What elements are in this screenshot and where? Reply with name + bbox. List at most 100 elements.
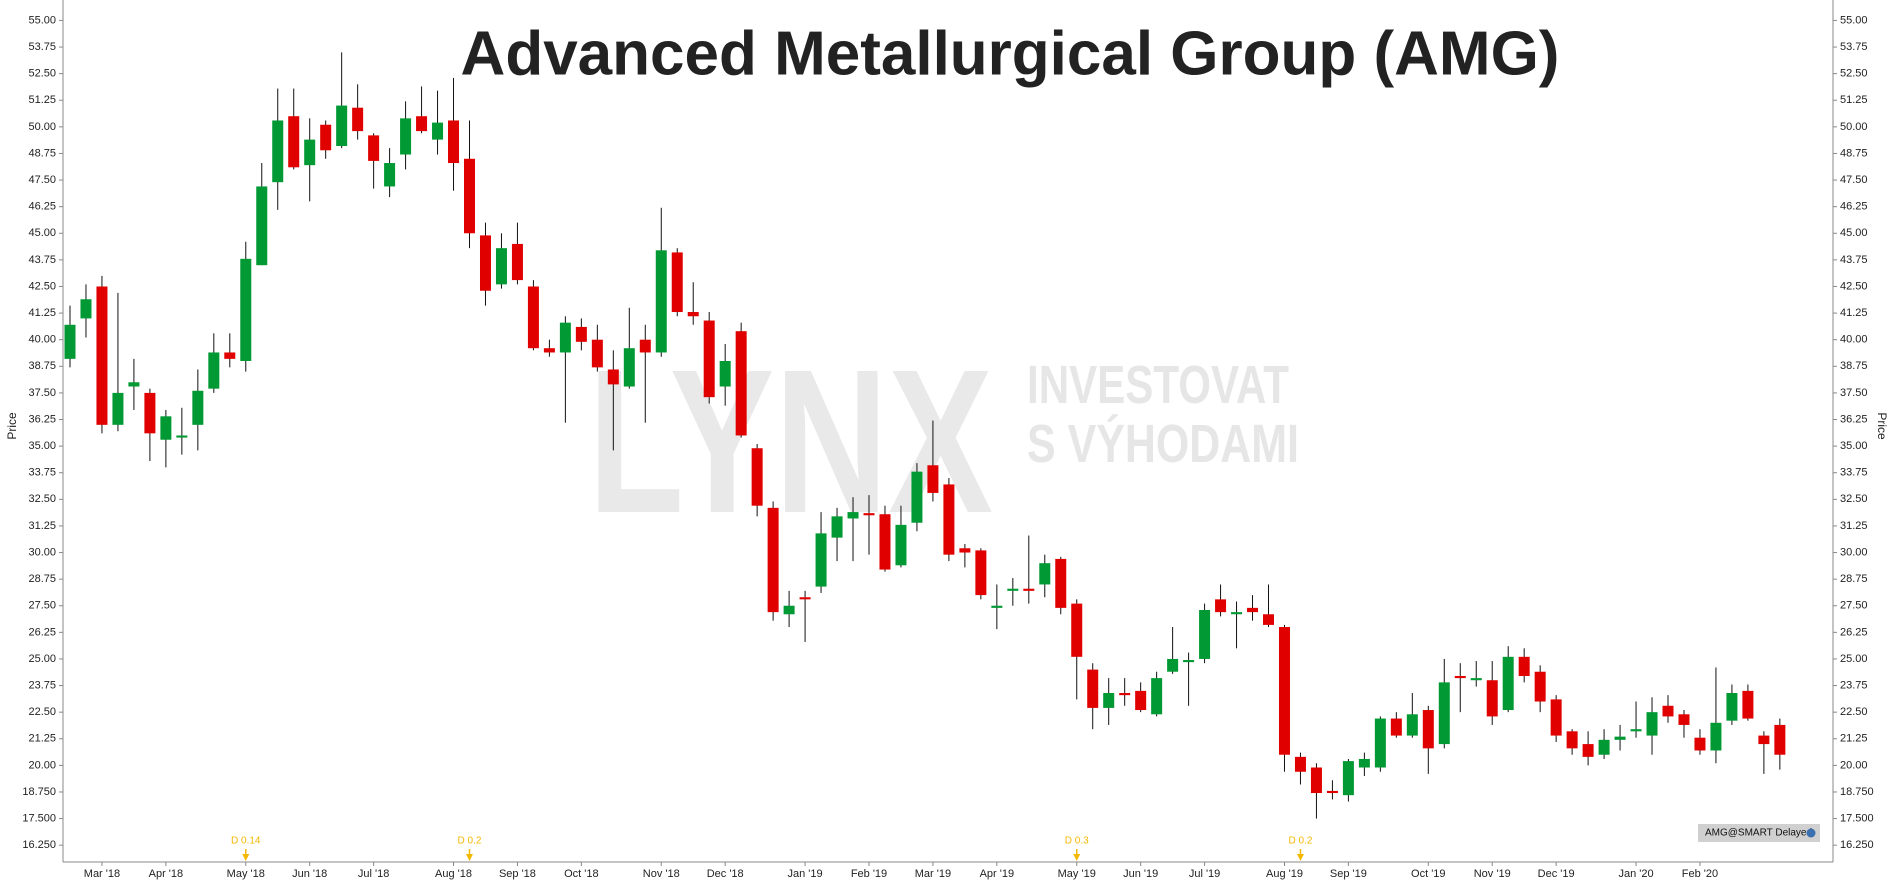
candle-body — [639, 339, 651, 353]
candle-body — [1135, 690, 1147, 711]
y-tick-label: 32.50 — [28, 493, 56, 505]
candle-body — [1774, 724, 1786, 755]
dividend-arrow — [242, 854, 250, 861]
candle-body — [863, 513, 875, 516]
candle-body — [304, 139, 316, 166]
candle-body — [543, 348, 555, 353]
y-tick-label: 25.00 — [28, 653, 56, 665]
candle-body — [527, 286, 539, 349]
x-tick-label: Sep '18 — [499, 868, 536, 880]
y-tick-label: 38.75 — [28, 360, 56, 372]
candle-body — [1023, 588, 1035, 591]
dividend-label: D 0.2 — [1289, 836, 1313, 847]
y-tick-label: 27.50 — [1840, 600, 1868, 612]
y-tick-label: 52.50 — [28, 68, 56, 80]
y-tick-label: 17.500 — [1840, 812, 1874, 824]
candle-body — [1310, 767, 1322, 794]
y-tick-label: 22.50 — [28, 706, 56, 718]
candle-body — [1374, 718, 1386, 768]
y-tick-label: 47.50 — [28, 174, 56, 186]
candle-body — [623, 348, 635, 387]
candle-body — [272, 120, 284, 183]
candle-body — [1454, 675, 1466, 679]
y-tick-label: 20.00 — [1840, 759, 1868, 771]
candle-body — [591, 339, 603, 368]
candle-body — [703, 320, 715, 398]
candle-body — [1630, 729, 1642, 732]
y-tick-label: 47.50 — [1840, 174, 1868, 186]
candle-body — [735, 331, 747, 436]
y-tick-label: 33.75 — [28, 467, 56, 479]
candle-body — [1662, 705, 1674, 717]
x-tick-label: Dec '18 — [707, 868, 744, 880]
x-tick-label: May '19 — [1058, 868, 1096, 880]
candle-body — [1646, 712, 1658, 736]
y-tick-label: 30.00 — [1840, 546, 1868, 558]
y-tick-label: 30.00 — [28, 546, 56, 558]
candle-body — [1167, 658, 1179, 672]
y-tick-label: 35.00 — [28, 440, 56, 452]
x-tick-label: Oct '18 — [564, 868, 599, 880]
candle-body — [687, 312, 699, 317]
candle-body — [1534, 671, 1546, 702]
x-tick-label: Aug '18 — [435, 868, 472, 880]
candle-body — [64, 324, 76, 359]
candle-body — [1470, 678, 1482, 681]
x-tick-label: Jun '18 — [292, 868, 327, 880]
y-tick-label: 21.25 — [28, 733, 56, 745]
candle-body — [1358, 758, 1370, 768]
x-tick-label: Nov '18 — [643, 868, 680, 880]
candle-body — [1199, 609, 1211, 659]
candle-body — [1151, 678, 1163, 715]
y-tick-label: 23.75 — [28, 679, 56, 691]
candle-body — [464, 158, 475, 234]
y-tick-label: 45.00 — [28, 227, 56, 239]
dividend-arrow — [1073, 854, 1081, 861]
candle-body — [815, 533, 827, 587]
badge-icon — [1806, 828, 1816, 838]
dividend-label: D 0.3 — [1065, 836, 1089, 847]
y-tick-label: 42.50 — [1840, 280, 1868, 292]
x-tick-label: Dec '19 — [1538, 868, 1575, 880]
candle-body — [1726, 693, 1738, 721]
candle-body — [1326, 790, 1338, 794]
x-tick-label: Oct '19 — [1411, 868, 1446, 880]
candle-body — [991, 605, 1003, 608]
x-tick-label: Feb '20 — [1682, 868, 1718, 880]
y-tick-label: 41.25 — [28, 307, 56, 319]
dividend-label: D 0.14 — [231, 836, 261, 847]
candle-body — [1758, 735, 1770, 745]
y-axis-label: Price — [5, 412, 19, 440]
y-tick-label: 17.500 — [22, 812, 56, 824]
candle-body — [959, 548, 971, 553]
candle-body — [1614, 736, 1626, 740]
candle-body — [575, 326, 587, 342]
y-tick-label: 50.00 — [1840, 121, 1868, 133]
candle-body — [1342, 761, 1354, 796]
x-tick-label: Jan '19 — [788, 868, 823, 880]
y-tick-label: 20.00 — [28, 759, 56, 771]
y-tick-label: 18.750 — [1840, 786, 1874, 798]
x-tick-label: Jun '19 — [1123, 868, 1158, 880]
candle-body — [288, 116, 300, 168]
candle-body — [927, 465, 939, 493]
watermark-text: S VÝHODAMI — [1027, 414, 1299, 474]
y-tick-label: 31.25 — [28, 520, 56, 532]
candle-body — [224, 352, 236, 359]
candle-body — [1598, 739, 1610, 755]
y-tick-label: 28.75 — [1840, 573, 1868, 585]
candle-body — [1678, 714, 1690, 725]
y-tick-label: 46.25 — [28, 201, 56, 213]
candle-body — [1278, 627, 1290, 755]
y-tick-label: 42.50 — [28, 280, 56, 292]
y-tick-label: 27.50 — [28, 600, 56, 612]
candle-body — [1486, 680, 1498, 717]
y-tick-label: 25.00 — [1840, 653, 1868, 665]
candle-body — [495, 248, 507, 285]
y-tick-label: 53.75 — [1840, 41, 1868, 53]
chart-title: Advanced Metallurgical Group (AMG) — [461, 19, 1560, 88]
candle-body — [831, 516, 843, 538]
y-tick-label: 51.25 — [28, 94, 56, 106]
x-tick-label: Feb '19 — [851, 868, 887, 880]
x-tick-label: Jan '20 — [1618, 868, 1653, 880]
